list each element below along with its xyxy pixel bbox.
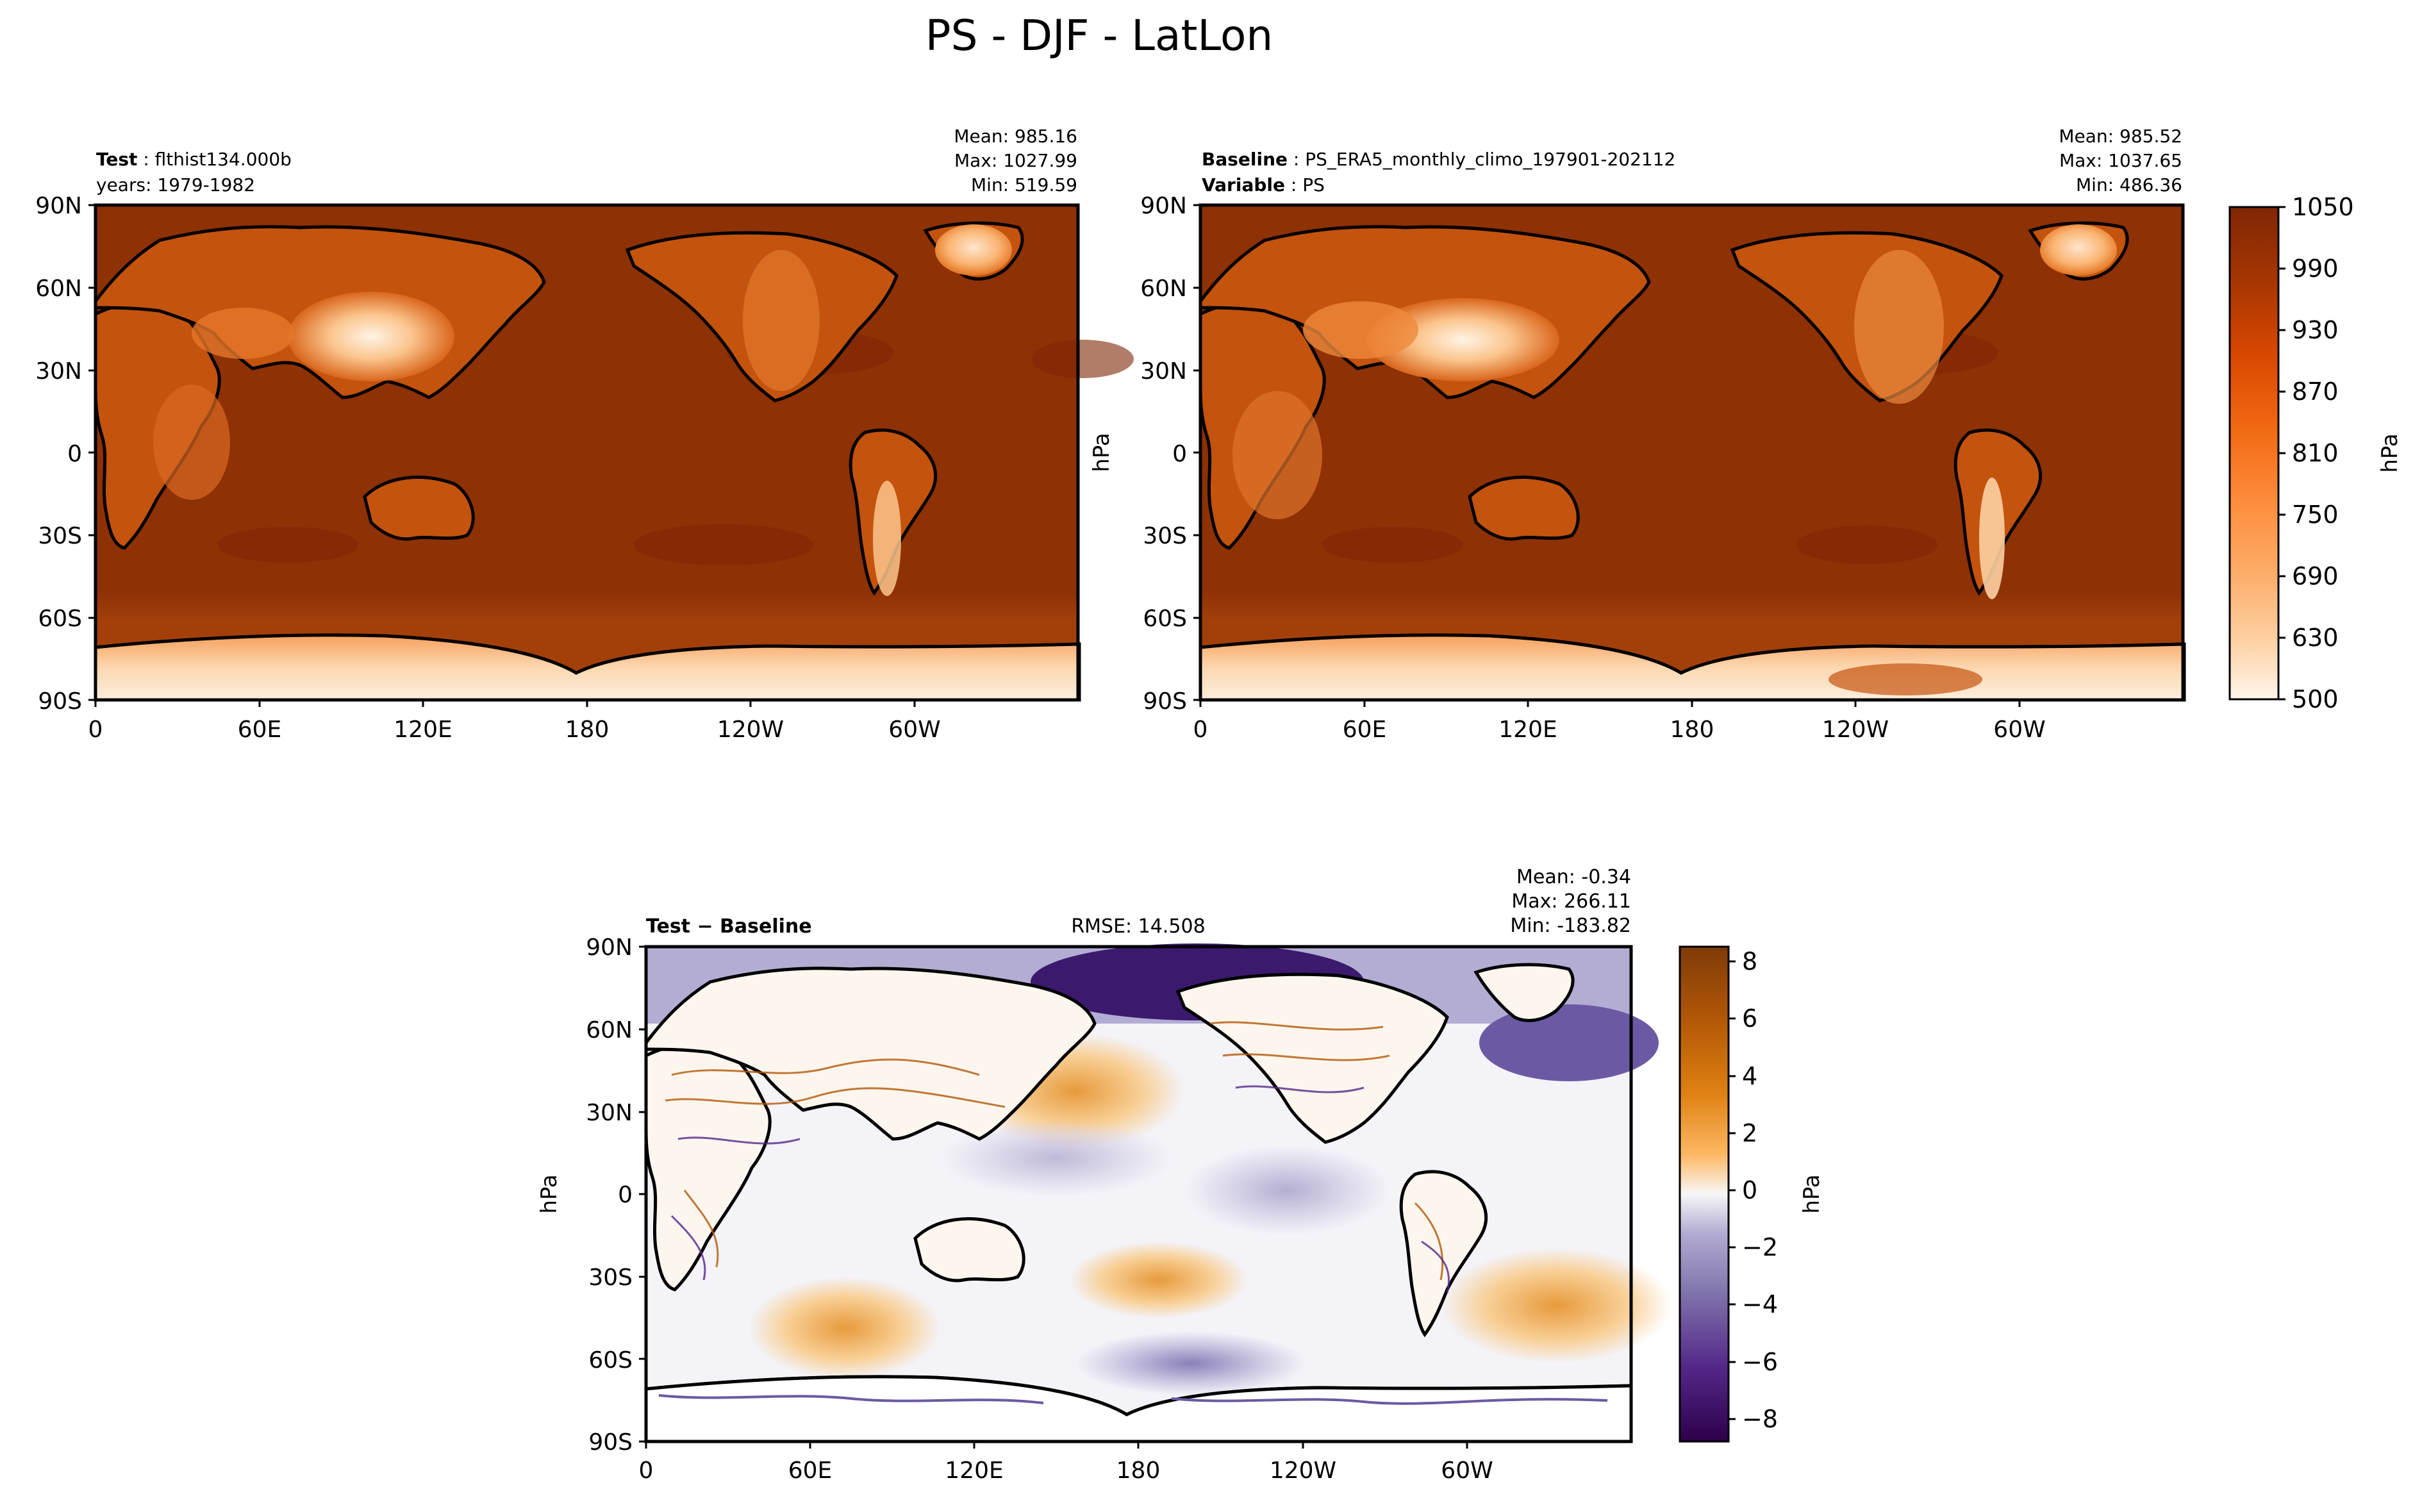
figure-title: PS - DJF - LatLon bbox=[925, 11, 1273, 60]
diff-cb-tick-8: 8 bbox=[1742, 947, 1757, 976]
diff-ytick-30n: 30N bbox=[586, 1100, 633, 1126]
baseline-xtick-180: 180 bbox=[1670, 717, 1714, 743]
baseline-ytick-60s: 60S bbox=[1143, 606, 1187, 632]
baseline-xtick-0: 0 bbox=[1193, 717, 1208, 743]
diff-ylabel: hPa bbox=[536, 1174, 562, 1213]
diff-cb-tick-neg6: −6 bbox=[1742, 1348, 1778, 1376]
diff-ytick-60s: 60S bbox=[588, 1347, 633, 1374]
baseline-ytick-60n: 60N bbox=[1140, 276, 1187, 302]
diff-ytick-90n: 90N bbox=[586, 935, 633, 961]
test-map bbox=[94, 203, 1134, 702]
diff-cb-unit: hPa bbox=[1799, 1174, 1825, 1213]
test-xtick-120e: 120E bbox=[394, 717, 452, 743]
diff-y-ticks: 90N 60N 30N 0 30S 60S 90S bbox=[586, 935, 633, 1456]
baseline-ytick-90s: 90S bbox=[1143, 688, 1187, 715]
diff-xtick-60w: 60W bbox=[1441, 1458, 1493, 1484]
test-ytick-90s: 90S bbox=[38, 688, 82, 715]
baseline-x-ticks: 0 60E 120E 180 120W 60W bbox=[1193, 717, 2046, 743]
top-colorbar: 1050 990 930 870 810 750 690 630 500 hPa bbox=[2228, 193, 2403, 713]
test-xtick-120w: 120W bbox=[717, 717, 784, 743]
top-cb-tick-500: 500 bbox=[2292, 685, 2339, 713]
test-max: Max: 1027.99 bbox=[954, 150, 1077, 171]
top-cb-tick-870: 870 bbox=[2292, 378, 2339, 406]
baseline-max: Max: 1037.65 bbox=[2059, 150, 2182, 171]
top-cb-unit: hPa bbox=[2377, 433, 2403, 472]
diff-cb-tick-neg2: −2 bbox=[1742, 1233, 1778, 1261]
test-ytick-30n: 30N bbox=[35, 358, 82, 385]
diff-xtick-0: 0 bbox=[639, 1458, 654, 1484]
baseline-min: Min: 486.36 bbox=[2076, 174, 2182, 195]
test-ytick-60s: 60S bbox=[38, 606, 82, 632]
baseline-xtick-60w: 60W bbox=[1993, 717, 2045, 743]
test-ytick-0: 0 bbox=[67, 441, 82, 467]
top-cb-tick-690: 690 bbox=[2292, 562, 2339, 590]
baseline-y-ticks: 90N 60N 30N 0 30S 60S 90S bbox=[1140, 193, 1187, 715]
test-xtick-180: 180 bbox=[565, 717, 610, 743]
test-y-ticks: 90N 60N 30N 0 30S 60S 90S bbox=[35, 193, 82, 715]
diff-x-ticks: 0 60E 120E 180 120W 60W bbox=[639, 1458, 1493, 1484]
diff-xtick-120w: 120W bbox=[1270, 1458, 1336, 1484]
diff-xtick-120e: 120E bbox=[945, 1458, 1003, 1484]
baseline-ytick-90n: 90N bbox=[1140, 193, 1187, 219]
baseline-mean: Mean: 985.52 bbox=[2059, 126, 2182, 147]
test-ytick-30s: 30S bbox=[38, 523, 82, 549]
top-cb-tick-990: 990 bbox=[2292, 254, 2339, 283]
diff-cb-tick-2: 2 bbox=[1742, 1119, 1757, 1147]
baseline-ytick-30s: 30S bbox=[1143, 523, 1187, 549]
diff-map bbox=[644, 943, 1671, 1443]
test-min: Min: 519.59 bbox=[971, 174, 1077, 195]
diff-panel: Test − Baseline RMSE: 14.508 Mean: -0.34… bbox=[536, 866, 1671, 1484]
test-ytick-90n: 90N bbox=[35, 193, 82, 219]
diff-ytick-0: 0 bbox=[618, 1182, 633, 1208]
diff-cb-tick-neg8: −8 bbox=[1742, 1405, 1778, 1433]
diff-cb-tick-neg4: −4 bbox=[1742, 1290, 1778, 1318]
baseline-map bbox=[1199, 203, 2184, 702]
test-mean: Mean: 985.16 bbox=[954, 126, 1077, 147]
top-cb-tick-810: 810 bbox=[2292, 439, 2339, 467]
diff-ytick-30s: 30S bbox=[588, 1265, 633, 1291]
test-x-ticks: 0 60E 120E 180 120W 60W bbox=[88, 717, 941, 743]
test-years: years: 1979-1982 bbox=[96, 174, 255, 195]
diff-cb-tick-0: 0 bbox=[1742, 1176, 1757, 1204]
diff-rmse: RMSE: 14.508 bbox=[1071, 915, 1205, 938]
diff-xtick-60e: 60E bbox=[788, 1458, 833, 1484]
diff-label: Test − Baseline bbox=[646, 915, 812, 938]
diff-ytick-60n: 60N bbox=[586, 1017, 633, 1043]
test-xtick-60e: 60E bbox=[238, 717, 282, 743]
diff-mean: Mean: -0.34 bbox=[1516, 866, 1631, 888]
diff-colorbar: 8 6 4 2 0 −2 −4 −6 −8 hPa bbox=[1679, 945, 1825, 1443]
top-cb-tick-630: 630 bbox=[2292, 624, 2339, 652]
diff-max: Max: 266.11 bbox=[1511, 890, 1631, 913]
baseline-ytick-30n: 30N bbox=[1140, 358, 1187, 385]
top-cb-tick-930: 930 bbox=[2292, 316, 2339, 344]
diff-min: Min: -183.82 bbox=[1510, 915, 1631, 937]
baseline-variable: Variable : PS bbox=[1202, 174, 1325, 195]
top-cb-tick-1050: 1050 bbox=[2292, 193, 2354, 221]
test-xtick-0: 0 bbox=[88, 717, 103, 743]
baseline-ylabel: hPa bbox=[1089, 433, 1115, 472]
baseline-xtick-60e: 60E bbox=[1343, 717, 1387, 743]
test-panel: Test : flthist134.000b years: 1979-1982 … bbox=[35, 126, 1134, 743]
baseline-xtick-120e: 120E bbox=[1498, 717, 1557, 743]
test-xtick-60w: 60W bbox=[888, 717, 940, 743]
baseline-xtick-120w: 120W bbox=[1822, 717, 1889, 743]
test-label: Test : flthist134.000b bbox=[96, 149, 292, 170]
top-cb-tick-750: 750 bbox=[2292, 501, 2339, 529]
diff-cb-tick-6: 6 bbox=[1742, 1004, 1757, 1033]
diff-ytick-90s: 90S bbox=[588, 1429, 633, 1456]
diff-cb-tick-4: 4 bbox=[1742, 1062, 1757, 1090]
baseline-ytick-0: 0 bbox=[1172, 441, 1187, 467]
test-ytick-60n: 60N bbox=[35, 276, 82, 302]
baseline-panel: Baseline : PS_ERA5_monthly_climo_197901-… bbox=[1089, 126, 2184, 743]
diff-xtick-180: 180 bbox=[1116, 1458, 1161, 1484]
baseline-label: Baseline : PS_ERA5_monthly_climo_197901-… bbox=[1202, 149, 1675, 170]
